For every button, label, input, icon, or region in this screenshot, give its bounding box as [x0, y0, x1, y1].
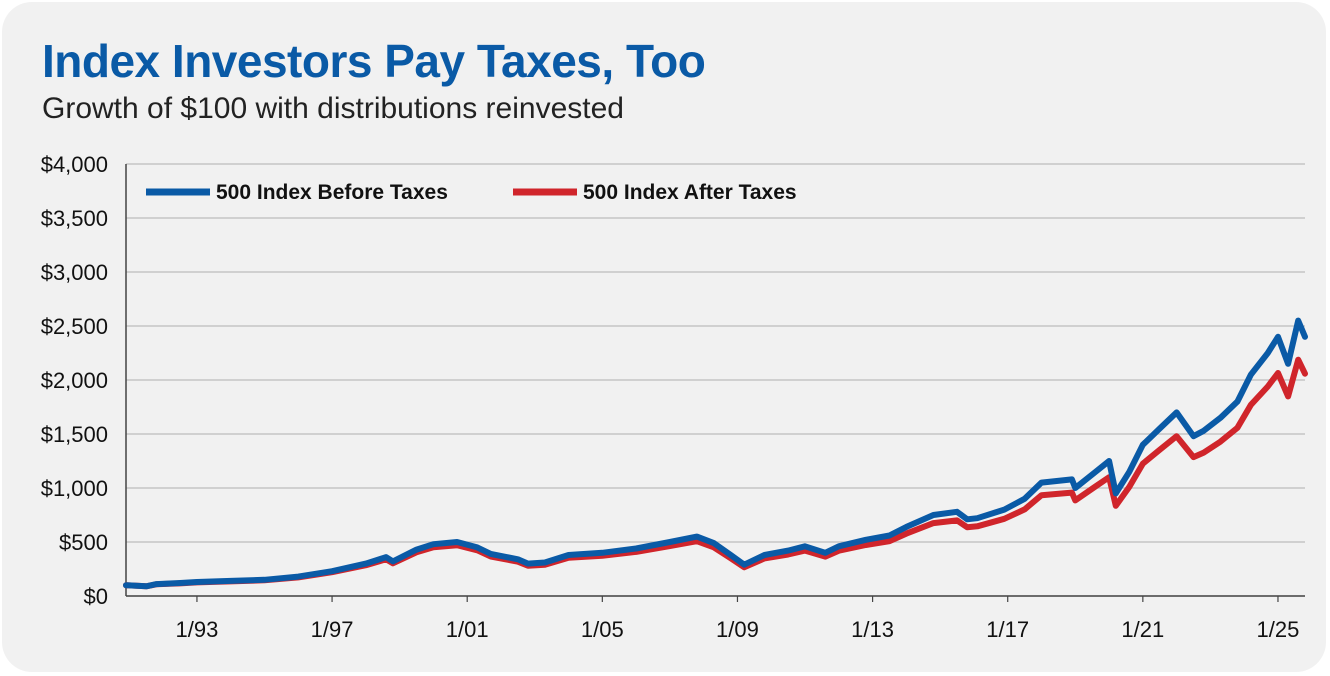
chart-title: Index Investors Pay Taxes, Too: [42, 35, 706, 87]
x-tick-label: 1/05: [581, 617, 624, 642]
series-lines: [123, 317, 1308, 590]
y-tick-label: $1,000: [41, 476, 108, 501]
y-tick-label: $3,500: [41, 206, 108, 231]
y-tick-label: $4,000: [41, 152, 108, 177]
y-axis-ticks: $0 $500 $1,000 $1,500 $2,000 $2,500 $3,000 $3,5…: [41, 152, 108, 609]
legend-item-before-taxes: 500 Index Before Taxes: [216, 181, 448, 204]
y-tick-label: $500: [59, 530, 108, 555]
y-tick-label: $0: [84, 584, 108, 609]
x-tick-label: 1/17: [986, 617, 1029, 642]
x-tick-label: 1/09: [716, 617, 759, 642]
x-tick-label: 1/93: [176, 617, 219, 642]
y-tick-label: $2,000: [41, 368, 108, 393]
gridlines: [125, 163, 1305, 597]
x-tick-label: 1/21: [1121, 617, 1164, 642]
legend-item-after-taxes: 500 Index After Taxes: [583, 181, 797, 204]
legend: 500 Index Before Taxes 500 Index After Ta…: [146, 181, 797, 204]
y-tick-label: $1,500: [41, 422, 108, 447]
x-tick-label: 1/97: [311, 617, 354, 642]
series-line-before-taxes: [123, 317, 1308, 590]
y-tick-label: $2,500: [41, 314, 108, 339]
x-tick-label: 1/13: [851, 617, 894, 642]
x-tick-label: 1/01: [446, 617, 489, 642]
y-tick-label: $3,000: [41, 260, 108, 285]
chart-subtitle: Growth of $100 with distributions reinve…: [42, 92, 624, 125]
x-tick-label: 1/25: [1257, 617, 1300, 642]
x-axis-ticks: 1/93 1/97 1/01 1/05 1/09 1/13 1/17 1/21 1/25: [176, 596, 1300, 642]
